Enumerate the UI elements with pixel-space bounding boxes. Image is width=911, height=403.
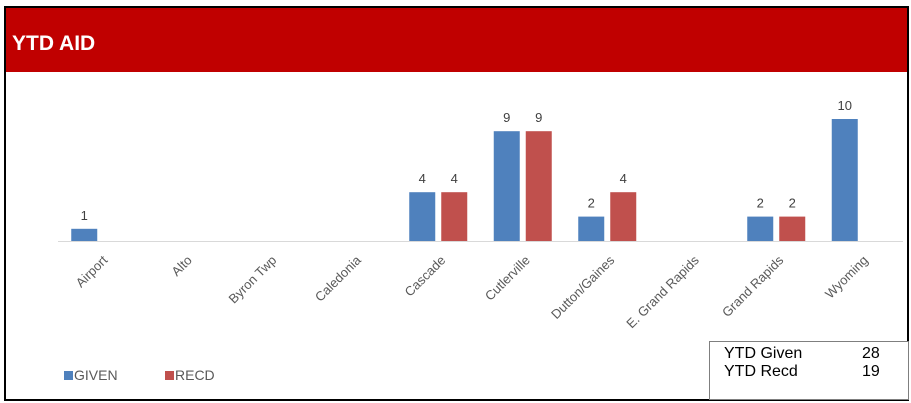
bar-given-dutton-gaines — [578, 216, 605, 241]
bar-given-grand-rapids — [747, 216, 774, 241]
legend-label-recd: RECD — [175, 367, 215, 383]
legend-label-given: GIVEN — [74, 367, 118, 383]
bar-recd-grand-rapids — [779, 216, 806, 241]
category-label-wyoming: Wyoming — [822, 253, 871, 302]
bar-recd-dutton-gaines — [610, 192, 637, 241]
bar-recd-cascade — [441, 192, 468, 241]
data-label-recd-dutton-gaines: 4 — [620, 171, 627, 186]
chart-frame — [4, 6, 909, 401]
category-label-cascade: Cascade — [401, 253, 448, 300]
data-label-given-cutlerville: 9 — [503, 110, 510, 125]
bar-given-wyoming — [831, 119, 858, 241]
legend: GIVEN RECD — [64, 367, 215, 383]
bar-recd-cutlerville — [525, 131, 552, 241]
ytd-recd-value: 19 — [862, 363, 880, 380]
data-label-given-grand-rapids: 2 — [757, 196, 764, 211]
category-label-alto: Alto — [168, 253, 194, 279]
data-label-given-wyoming: 10 — [838, 98, 852, 113]
bar-given-airport — [71, 228, 98, 241]
category-label-cutlerville: Cutlerville — [482, 253, 533, 304]
data-label-given-airport: 1 — [81, 208, 88, 223]
data-label-given-dutton-gaines: 2 — [588, 196, 595, 211]
title-banner: YTD AID — [4, 6, 909, 72]
data-label-recd-grand-rapids: 2 — [789, 196, 796, 211]
category-label-airport: Airport — [73, 252, 111, 290]
summary-box: YTD Given 28 YTD Recd 19 — [709, 341, 909, 400]
category-label-e-grand-rapids: E. Grand Rapids — [623, 252, 702, 331]
ytd-given-value: 28 — [862, 345, 880, 362]
data-label-given-cascade: 4 — [419, 171, 426, 186]
category-label-byron-twp: Byron Twp — [225, 253, 279, 307]
category-label-caledonia: Caledonia — [312, 252, 365, 305]
ytd-given-label: YTD Given — [724, 345, 803, 362]
page-title: YTD AID — [12, 32, 96, 55]
category-label-grand-rapids: Grand Rapids — [719, 252, 787, 320]
bar-given-cascade — [409, 192, 436, 241]
legend-swatch-recd — [165, 371, 174, 380]
data-label-recd-cutlerville: 9 — [535, 110, 542, 125]
category-label-dutton-gaines: Dutton/Gaines — [548, 252, 618, 322]
bar-given-cutlerville — [493, 131, 520, 241]
ytd-recd-label: YTD Recd — [724, 363, 798, 380]
data-label-recd-cascade: 4 — [451, 171, 458, 186]
legend-swatch-given — [64, 371, 73, 380]
